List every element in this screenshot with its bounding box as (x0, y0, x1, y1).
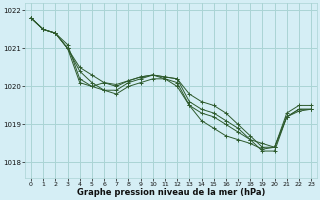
X-axis label: Graphe pression niveau de la mer (hPa): Graphe pression niveau de la mer (hPa) (77, 188, 265, 197)
